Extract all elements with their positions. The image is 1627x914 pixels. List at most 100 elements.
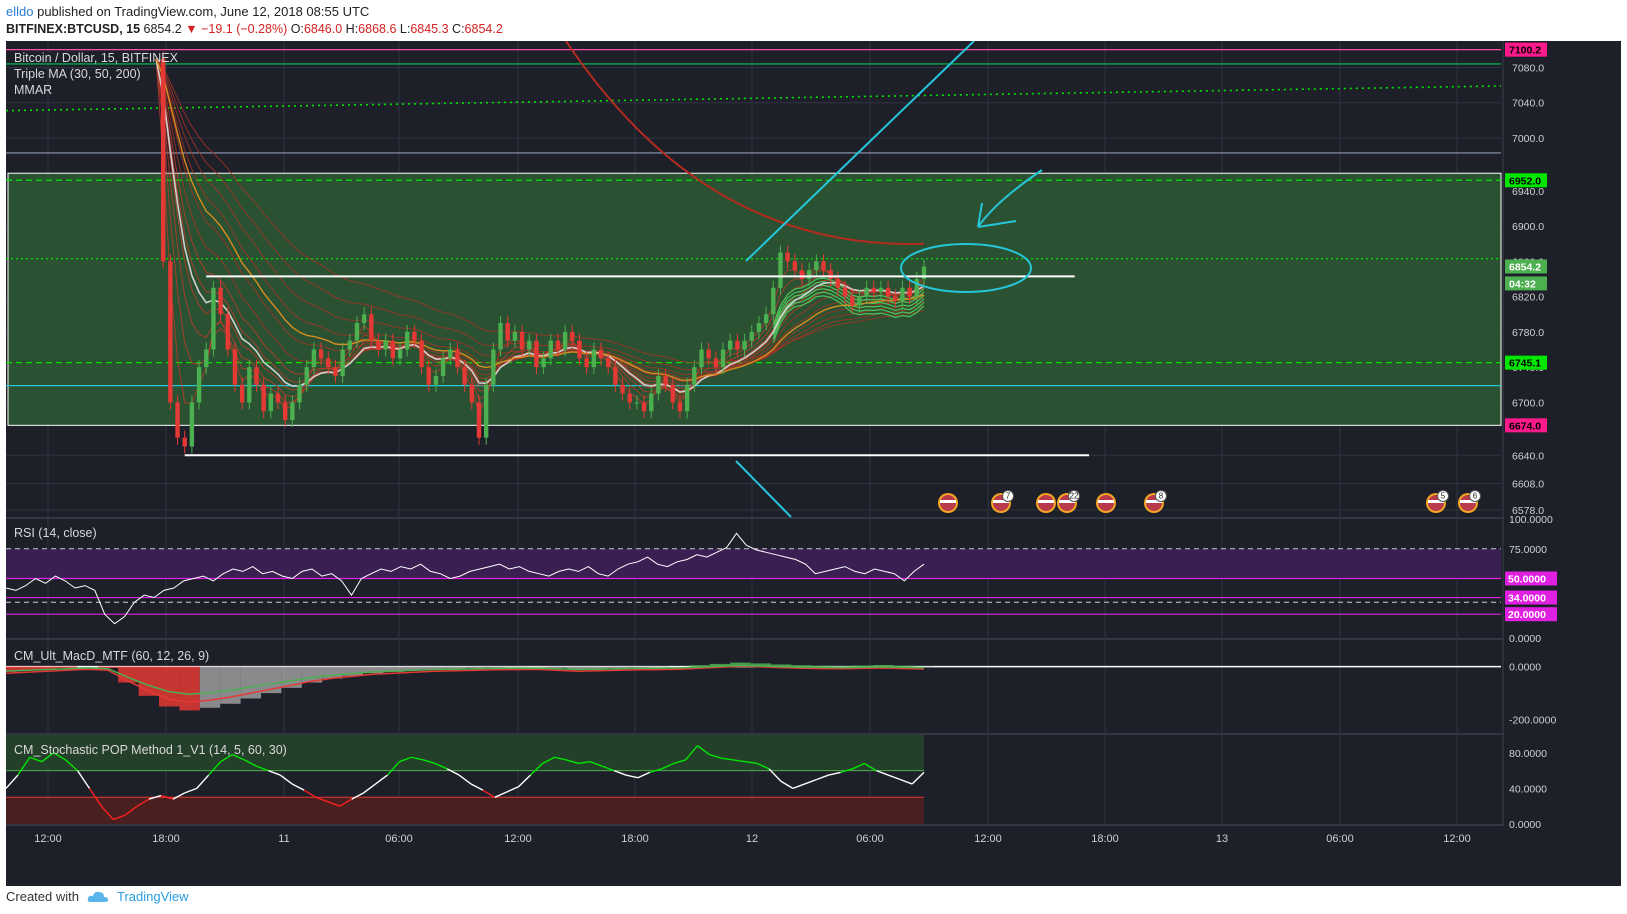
candle-body: [577, 340, 582, 359]
author-link[interactable]: elldo: [6, 4, 34, 19]
candle-body: [318, 349, 324, 359]
created-with-label: Created with: [6, 889, 79, 904]
stoch-line-segment: [279, 774, 293, 785]
macd-histogram-bar: [444, 666, 465, 669]
stoch-line-segment: [363, 783, 377, 794]
candle-body: [749, 331, 754, 341]
stoch-line-segment: [196, 774, 210, 789]
stoch-line-segment: [232, 753, 245, 761]
macd-histogram-bar: [36, 666, 57, 670]
candle-body: [799, 270, 805, 279]
legend-title: Bitcoin / Dollar, 15, BITFINEX: [14, 51, 179, 65]
candle-body: [440, 358, 446, 376]
footer: Created with TradingView: [6, 889, 189, 904]
stoch-upper-zone: [6, 735, 924, 771]
stoch-line-segment: [458, 774, 472, 785]
macd-histogram-bar: [689, 665, 710, 667]
candle-body: [527, 340, 532, 350]
flag-stripe: [993, 500, 1009, 503]
flag-stripe: [1038, 500, 1054, 503]
macd-histogram-bar: [281, 666, 302, 688]
macd-signal-line: [5, 665, 925, 703]
stoch-line-segment: [244, 759, 257, 767]
candle-body: [426, 367, 431, 385]
candle-body: [728, 340, 733, 350]
stoch-line-segment: [17, 756, 31, 776]
candle-body: [498, 323, 503, 350]
candle-body: [699, 349, 704, 368]
candle-body: [555, 340, 561, 350]
stoch-line-segment: [375, 774, 388, 785]
candle-body: [261, 384, 266, 412]
moving-average-ribbon: [155, 40, 925, 415]
stoch-line-segment: [625, 774, 639, 779]
ma-white: [155, 58, 925, 393]
rsi-level-box: [1505, 571, 1557, 586]
event-count-badge: [1155, 490, 1167, 502]
rsi-level-label: 20.0000: [1508, 609, 1546, 621]
stoch-line-segment: [828, 771, 841, 776]
macd-histogram-bar: [587, 666, 608, 669]
stoch-title: CM_Stochastic POP Method 1_V1 (14, 5, 60…: [14, 743, 287, 757]
stoch-line-segment: [792, 783, 806, 790]
candle-body: [204, 349, 209, 368]
candle-body: [835, 279, 841, 288]
low-value: 6845.3: [410, 22, 449, 36]
candle-body: [562, 331, 568, 350]
candle-body: [512, 331, 518, 341]
macd-histogram-bar: [811, 665, 833, 667]
candle-body: [821, 261, 826, 271]
price-tick: 7000.0: [1512, 133, 1544, 145]
candle-body: [297, 384, 302, 403]
candle-body: [390, 340, 396, 359]
ma-ribbon-green: [772, 277, 925, 325]
stoch-line-segment: [220, 753, 233, 763]
candle-body: [871, 287, 876, 293]
macd-histogram-bar: [873, 664, 894, 667]
stoch-line-segment: [470, 783, 484, 791]
macd-histogram-bar: [771, 664, 792, 667]
stoch-line-segment: [613, 769, 627, 776]
macd-histogram-bar: [546, 666, 567, 668]
time-tick: 12:00: [1443, 833, 1471, 845]
candle-body: [627, 393, 632, 403]
symbol-label: BITFINEX:BTCUSD, 15: [6, 22, 141, 36]
drawings-layer: [184, 40, 1090, 518]
price-tick: 6940.0: [1512, 186, 1544, 198]
ma-200: [565, 40, 925, 245]
candle-body: [763, 314, 769, 324]
stoch-line-segment: [685, 745, 699, 761]
macd-histogram-bar: [403, 666, 425, 671]
low-label: L:: [399, 22, 411, 36]
time-tick: 13: [1216, 833, 1228, 845]
rsi-title: RSI (14, close): [14, 526, 97, 540]
ma-ribbon-line: [155, 58, 925, 376]
candle-body: [792, 261, 798, 271]
stoch-tick: 40.0000: [1509, 783, 1547, 795]
high-value: 6868.6: [358, 22, 397, 36]
tradingview-link[interactable]: TradingView: [116, 889, 189, 904]
stoch-line-segment: [899, 778, 913, 785]
candle-body: [397, 349, 403, 359]
time-tick: 06:00: [385, 833, 413, 845]
macd-histogram-bar: [465, 666, 486, 668]
macd-histogram-bar: [485, 666, 506, 668]
open-label: O:: [290, 22, 304, 36]
candle-body: [405, 331, 410, 350]
event-markers: 7 22 8 5 6: [938, 490, 1481, 513]
flag-stripe: [1428, 500, 1444, 503]
candle-body: [706, 349, 711, 359]
macd-histogram-bar: [16, 666, 37, 671]
candle-body: [304, 367, 309, 385]
macd-histogram-bar: [832, 666, 853, 667]
macd-histogram-bar: [261, 666, 282, 694]
stoch-line-segment: [148, 794, 162, 800]
legend-mmar: MMAR: [14, 83, 52, 97]
event-count-badge: [1469, 490, 1481, 502]
stoch-line-segment: [113, 814, 126, 821]
stoch-line-segment: [351, 792, 364, 800]
price-label: 7100.2: [1509, 45, 1541, 57]
price-tick: 7040.0: [1512, 98, 1544, 110]
